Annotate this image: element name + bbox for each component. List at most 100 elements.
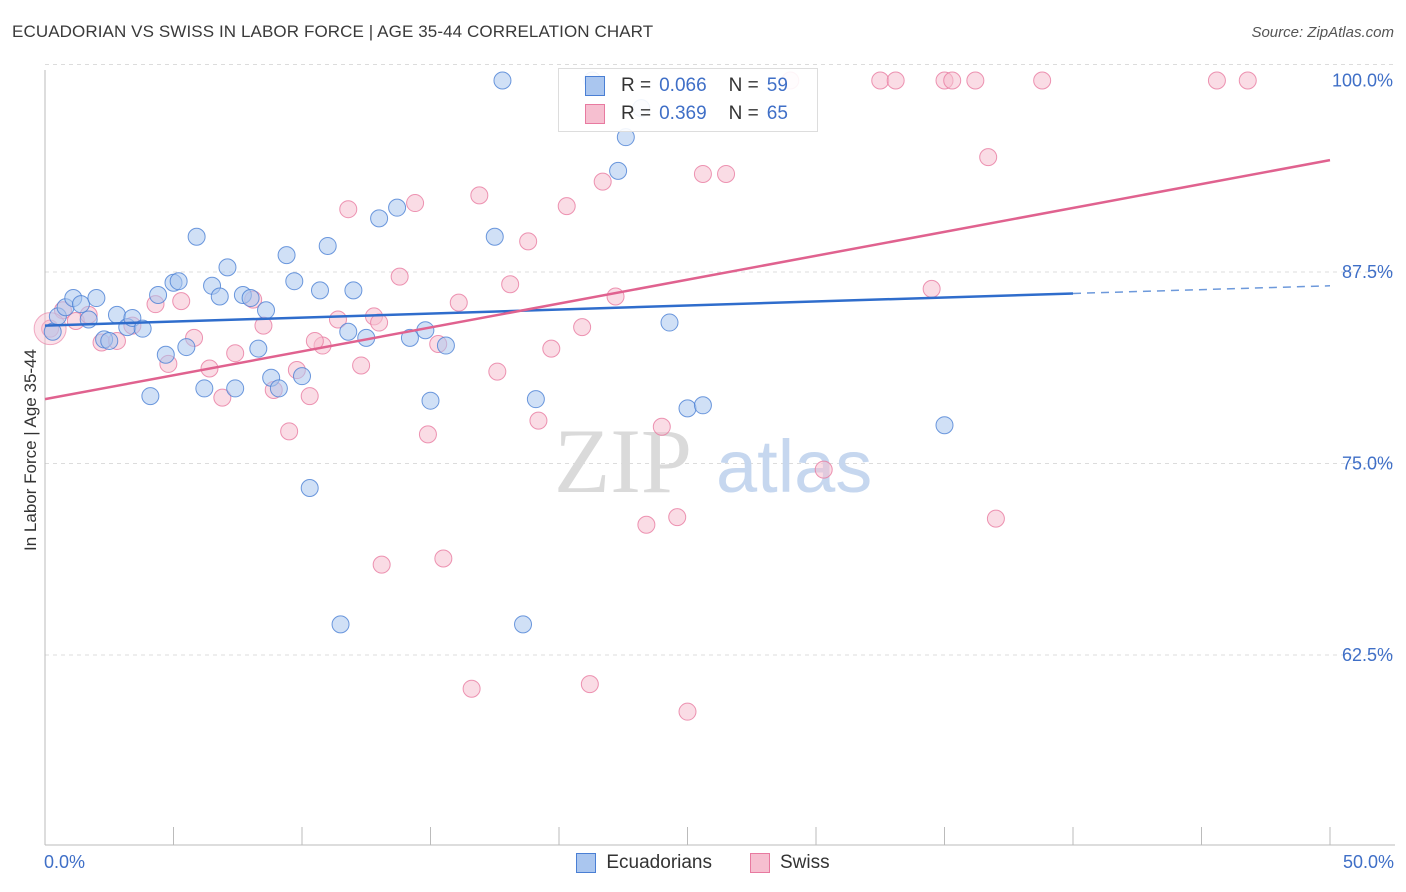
ecuadorian-point <box>388 198 407 217</box>
swiss-point <box>693 164 712 183</box>
trend-lines <box>44 158 1331 401</box>
swiss-point <box>668 508 687 527</box>
ecuadorian-point <box>269 379 288 398</box>
swiss-point <box>449 293 468 312</box>
legend-swatch-blue <box>585 76 605 96</box>
ecuadorian-point <box>141 387 160 406</box>
swiss-point <box>226 344 245 363</box>
swiss-point <box>339 200 358 219</box>
swiss-point <box>814 460 833 479</box>
swiss-point <box>871 71 890 90</box>
ecuadorian-point <box>249 339 268 358</box>
ecuadorian-point <box>331 615 350 634</box>
ecuadorian-point <box>100 331 119 350</box>
swiss-point <box>637 515 656 534</box>
ecuadorian-point <box>310 281 329 300</box>
legend-row-ecuadorians: R = 0.066 N = 59 <box>585 75 788 97</box>
swiss-point <box>606 287 625 306</box>
ecuadorian-point <box>318 236 337 255</box>
swiss-point <box>488 362 507 381</box>
ecuadorian-point <box>285 272 304 291</box>
swiss-point <box>213 388 232 407</box>
legend-n-value: 65 <box>766 103 788 124</box>
swiss-point <box>886 71 905 90</box>
ecuadorian-point <box>370 209 389 228</box>
legend-r-value: 0.066 <box>659 75 707 96</box>
swiss-point <box>979 148 998 167</box>
ecuadorian-point <box>226 379 245 398</box>
ecuadorian-point <box>293 367 311 386</box>
swiss-point <box>406 194 425 213</box>
legend-r-value: 0.369 <box>659 103 707 124</box>
ecuadorian-points <box>43 71 954 634</box>
swiss-trend-line <box>44 158 1331 401</box>
swiss-point <box>580 675 599 694</box>
swiss-point <box>470 186 489 205</box>
swiss-point <box>717 164 736 183</box>
ecuadorian-point <box>257 301 276 320</box>
swiss-point <box>529 411 548 430</box>
ecuadorian-point <box>177 338 196 357</box>
swiss-point <box>573 318 592 337</box>
swiss-point <box>434 549 453 568</box>
legend-r-label: R = <box>621 75 652 96</box>
legend-swatch-ecuadorians <box>576 853 597 873</box>
watermark-atlas: atlas <box>716 425 872 508</box>
legend-swatch-pink <box>585 104 605 124</box>
legend-r-label: R = <box>621 103 652 124</box>
ecuadorian-point <box>660 313 679 332</box>
watermark-zip: ZIP <box>554 410 692 512</box>
ecuadorian-point <box>339 322 358 341</box>
ecuadorian-point <box>526 390 545 409</box>
correlation-legend: R = 0.066 N = 59 R = 0.369 N = 65 <box>558 68 818 132</box>
axes <box>44 70 1395 846</box>
ecuadorian-point <box>187 227 206 246</box>
ecuadorian-point <box>436 336 455 355</box>
swiss-point <box>986 509 1005 528</box>
legend-item-ecuadorians: Ecuadorians <box>576 852 712 874</box>
legend-n-label: N = <box>728 75 759 96</box>
y-axis-label: In Labor Force | Age 35-44 <box>21 349 40 551</box>
legend-label-swiss: Swiss <box>780 852 830 873</box>
ecuadorian-point <box>421 391 440 410</box>
legend-item-swiss: Swiss <box>750 852 830 874</box>
swiss-point <box>501 275 520 294</box>
ecuadorian-point <box>609 161 628 180</box>
legend-swatch-swiss <box>750 853 770 873</box>
swiss-point <box>557 197 576 216</box>
ecuadorian-point <box>87 289 106 308</box>
swiss-point <box>1033 71 1052 90</box>
ecuadorian-point <box>485 227 504 246</box>
swiss-point <box>352 356 371 375</box>
x-tick-label-min: 0.0% <box>44 852 86 872</box>
legend-n-value: 59 <box>766 75 788 96</box>
ecuadorian-point <box>935 416 954 435</box>
ecuadorian-point <box>169 272 188 291</box>
y-tick-label: 100.0% <box>1332 71 1393 91</box>
ecuadorian-point <box>277 246 296 265</box>
swiss-point <box>418 425 437 444</box>
ecuadorian-point <box>300 479 319 498</box>
y-tick-label: 62.5% <box>1342 645 1393 665</box>
ecuadorian-point <box>678 399 697 418</box>
y-tick-label: 75.0% <box>1342 454 1393 474</box>
swiss-points <box>33 71 1257 721</box>
ecuadorian-point <box>133 319 152 338</box>
ecuadorian-point <box>210 287 229 306</box>
y-axis-label-wrap: In Labor Force | Age 35-44 <box>16 300 46 600</box>
swiss-point <box>519 232 538 251</box>
ecuadorian-point <box>400 328 419 347</box>
x-tick-label-max: 50.0% <box>1342 852 1394 872</box>
source-label: Source: ZipAtlas.com <box>1251 24 1394 41</box>
ecuadorian-point <box>241 289 260 308</box>
ecuadorian-point <box>195 379 214 398</box>
grid-lines <box>45 64 1395 656</box>
swiss-point <box>370 313 389 332</box>
ecuadorian-point <box>156 345 175 364</box>
swiss-point <box>462 679 481 698</box>
y-tick-labels: 62.5% 75.0% 87.5% 100.0% <box>1332 71 1393 666</box>
swiss-point <box>1207 71 1226 90</box>
ecuadorian-point <box>218 258 237 277</box>
swiss-point <box>943 71 962 90</box>
